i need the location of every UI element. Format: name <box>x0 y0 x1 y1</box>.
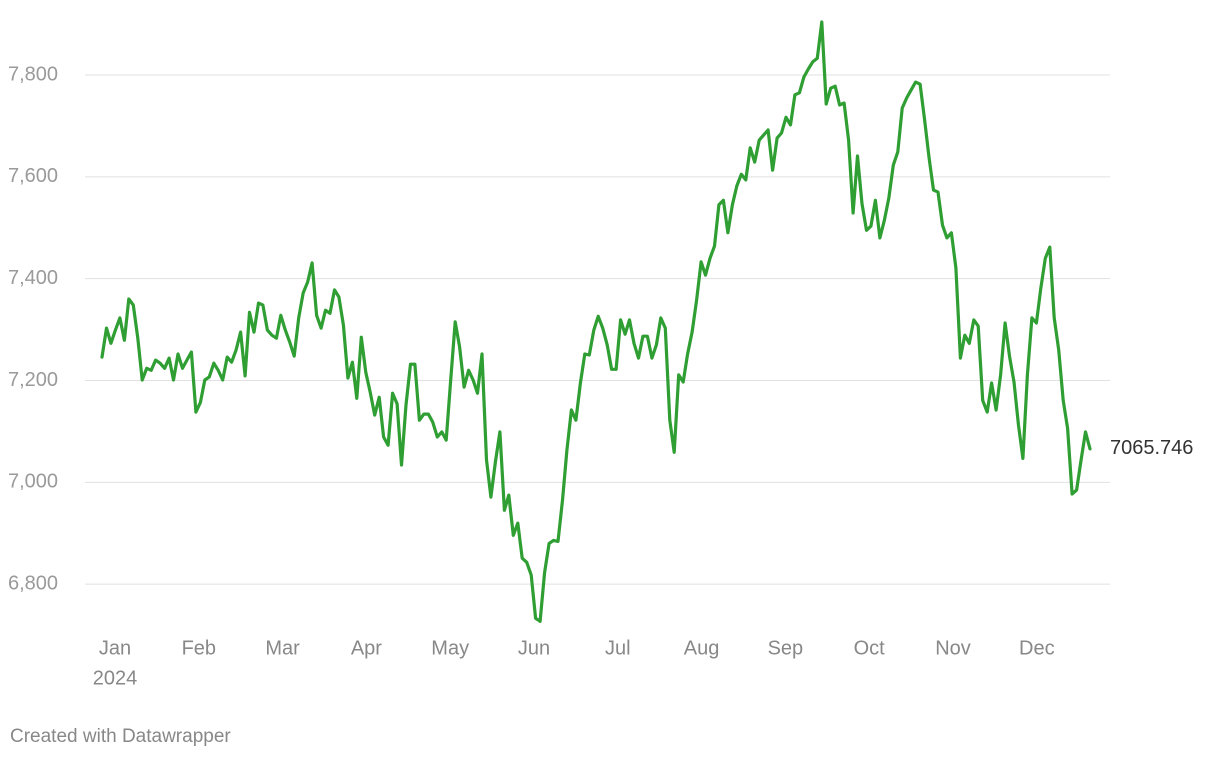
y-tick-label: 7,200 <box>8 369 58 391</box>
y-tick-label: 6,800 <box>8 572 58 594</box>
x-tick-label: May <box>431 637 469 659</box>
x-tick-label: Nov <box>935 637 971 659</box>
x-tick-label: Sep <box>768 637 804 659</box>
end-value-label: 7065.746 <box>1110 437 1193 459</box>
y-tick-label: 7,400 <box>8 267 58 289</box>
x-tick-label: Dec <box>1019 637 1055 659</box>
x-tick-label: Mar <box>265 637 300 659</box>
y-tick-label: 7,800 <box>8 63 58 85</box>
x-tick-label: Aug <box>684 637 720 659</box>
line <box>100 20 1092 623</box>
x-tick-label: Jun <box>518 637 550 659</box>
x-tick-label: Jan <box>99 637 131 659</box>
footer: Created with Datawrapper <box>10 726 231 747</box>
x-tick-label: Jul <box>605 637 631 659</box>
x-tick-label: Oct <box>854 637 886 659</box>
x-tick-label: Apr <box>351 637 382 659</box>
y-tick-label: 7,000 <box>8 471 58 493</box>
x-tick-sublabel: 2024 <box>93 667 138 689</box>
x-tick-label: Feb <box>182 637 216 659</box>
y-tick-label: 7,600 <box>8 165 58 187</box>
